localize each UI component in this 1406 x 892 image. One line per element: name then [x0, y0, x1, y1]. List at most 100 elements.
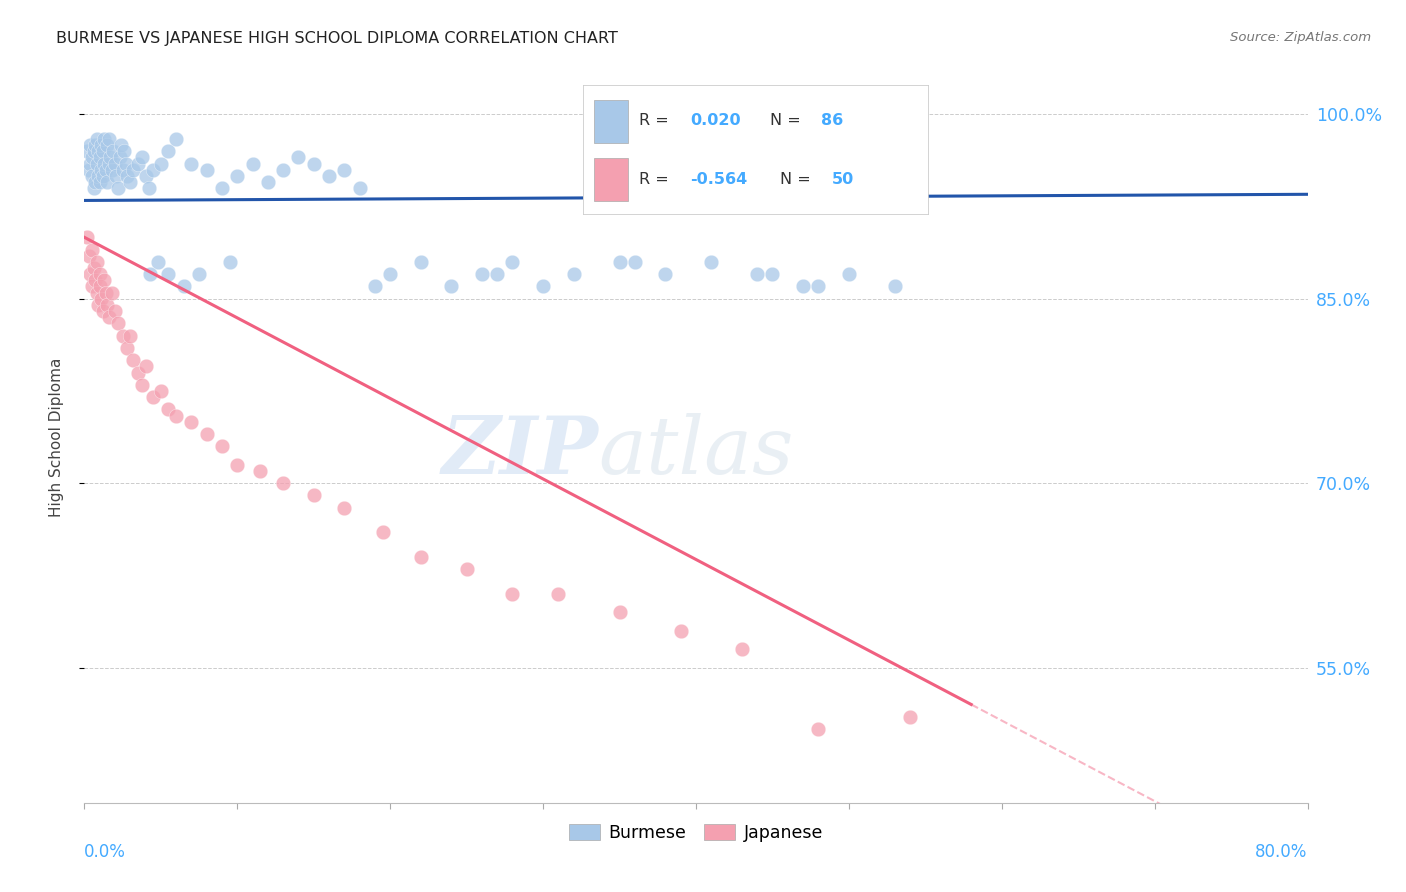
Point	[131, 377, 153, 392]
Point	[700, 255, 723, 269]
Point	[502, 587, 524, 601]
Point	[211, 181, 233, 195]
Point	[456, 562, 478, 576]
Point	[96, 138, 118, 153]
Point	[883, 279, 905, 293]
Point	[333, 162, 356, 177]
Point	[120, 328, 142, 343]
Point	[90, 292, 112, 306]
Point	[180, 156, 202, 170]
Point	[139, 267, 162, 281]
Point	[80, 243, 103, 257]
Point	[80, 279, 103, 293]
Point	[84, 138, 107, 153]
Point	[127, 156, 149, 170]
Point	[731, 642, 754, 657]
Point	[486, 267, 509, 281]
Point	[165, 409, 187, 423]
Point	[898, 710, 921, 724]
Point	[104, 156, 127, 170]
Point	[188, 267, 211, 281]
Point	[380, 267, 402, 281]
Text: ZIP: ZIP	[441, 413, 598, 491]
Point	[83, 145, 105, 159]
Text: -0.564: -0.564	[690, 171, 748, 186]
Point	[138, 181, 160, 195]
Point	[112, 145, 135, 159]
Point	[83, 181, 105, 195]
Bar	[593, 100, 628, 143]
Point	[318, 169, 340, 183]
Point	[149, 156, 172, 170]
Point	[226, 458, 249, 472]
Point	[107, 317, 129, 331]
Point	[111, 328, 134, 343]
Point	[96, 175, 118, 189]
Point	[79, 138, 101, 153]
Point	[838, 267, 860, 281]
Point	[761, 267, 783, 281]
Point	[97, 132, 120, 146]
Point	[96, 298, 118, 312]
Point	[142, 390, 165, 404]
Point	[135, 359, 157, 374]
Point	[364, 279, 387, 293]
Point	[94, 162, 117, 177]
Point	[76, 230, 98, 244]
Point	[89, 150, 111, 164]
Point	[287, 150, 309, 164]
Text: R =: R =	[638, 171, 673, 186]
Point	[142, 162, 165, 177]
Point	[93, 132, 115, 146]
Point	[547, 587, 569, 601]
Point	[97, 310, 120, 325]
Point	[226, 169, 249, 183]
Point	[97, 156, 120, 170]
Point	[471, 267, 494, 281]
Point	[195, 427, 218, 442]
Point	[669, 624, 692, 638]
Point	[87, 298, 110, 312]
Point	[89, 279, 111, 293]
Point	[98, 150, 121, 164]
Point	[127, 366, 149, 380]
Point	[609, 605, 631, 619]
Text: 0.0%: 0.0%	[84, 843, 127, 861]
Bar	[593, 159, 628, 202]
Point	[654, 267, 676, 281]
Point	[101, 285, 124, 300]
Point	[79, 267, 101, 281]
Text: BURMESE VS JAPANESE HIGH SCHOOL DIPLOMA CORRELATION CHART: BURMESE VS JAPANESE HIGH SCHOOL DIPLOMA …	[56, 31, 619, 46]
Text: 80.0%: 80.0%	[1256, 843, 1308, 861]
Point	[257, 175, 280, 189]
Point	[149, 384, 172, 398]
Point	[110, 138, 132, 153]
Point	[531, 279, 554, 293]
Point	[349, 181, 371, 195]
Point	[409, 549, 432, 564]
Point	[104, 304, 127, 318]
Point	[409, 255, 432, 269]
Point	[90, 162, 112, 177]
Point	[807, 279, 830, 293]
Point	[79, 156, 101, 170]
Point	[165, 132, 187, 146]
Point	[440, 279, 463, 293]
Point	[83, 261, 105, 276]
Point	[86, 132, 108, 146]
Point	[76, 145, 98, 159]
Text: atlas: atlas	[598, 413, 793, 491]
Point	[609, 255, 631, 269]
Point	[89, 267, 111, 281]
Point	[211, 439, 233, 453]
Point	[89, 175, 111, 189]
Point	[122, 162, 145, 177]
Point	[807, 722, 830, 736]
Point	[84, 273, 107, 287]
Point	[101, 162, 124, 177]
Point	[249, 464, 271, 478]
Point	[562, 267, 585, 281]
Point	[91, 169, 114, 183]
Text: Source: ZipAtlas.com: Source: ZipAtlas.com	[1230, 31, 1371, 45]
Point	[624, 255, 647, 269]
